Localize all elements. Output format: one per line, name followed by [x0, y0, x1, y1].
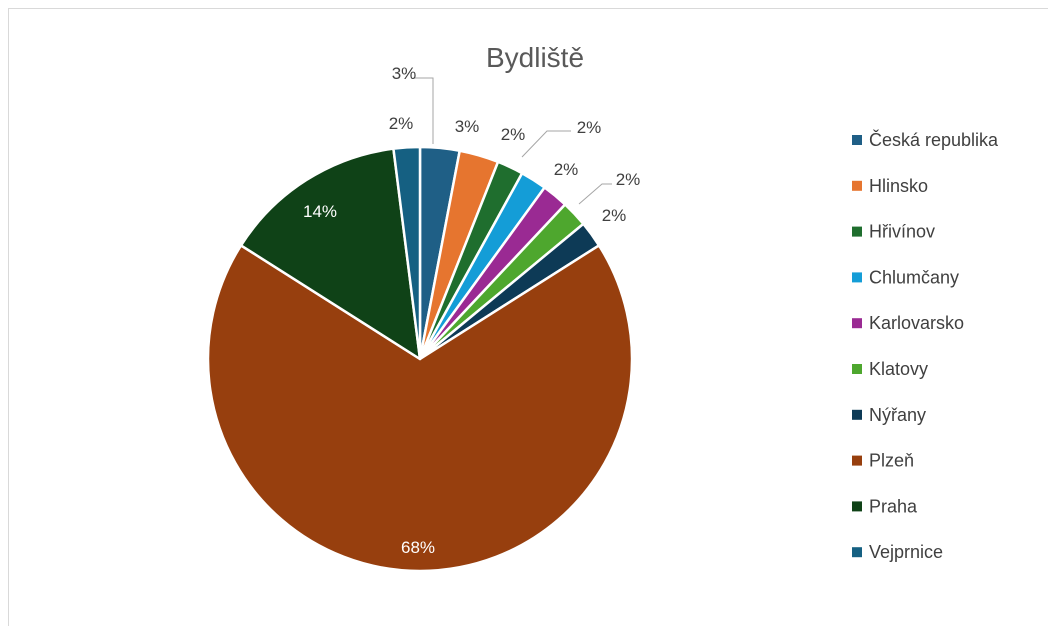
leader-line-klatovy [578, 183, 612, 205]
legend-label-vejprnice: Vejprnice [869, 542, 943, 562]
pie-slice-plzen [206, 244, 634, 573]
data-label-klatovy: 2% [616, 170, 641, 189]
data-label-hrivinov: 2% [501, 125, 526, 144]
legend-label-ceska-republika: Česká republika [869, 129, 999, 150]
pie-slices [206, 145, 634, 573]
legend-swatch-hlinsko [852, 180, 862, 191]
data-label-plzen: 68% [401, 538, 435, 557]
data-label-vejprnice: 2% [389, 114, 414, 133]
legend-swatch-hrivinov [852, 226, 862, 237]
data-label-hlinsko: 3% [455, 117, 480, 136]
legend-label-nyrany: Nýřany [869, 405, 926, 425]
legend-label-plzen: Plzeň [869, 451, 914, 471]
legend-swatch-ceska-republika [852, 135, 862, 145]
legend-label-praha: Praha [869, 496, 918, 516]
pie-slice-vejprnice [392, 145, 422, 361]
data-labels: 3% 3% 2% 2% 2% 2% 2% 68% 14% 2% [303, 64, 640, 557]
legend-swatch-karlovarsko [852, 318, 862, 329]
legend-swatch-nyrany [852, 409, 862, 420]
leader-lines [413, 77, 612, 205]
legend-label-klatovy: Klatovy [869, 359, 928, 379]
legend-swatch-vejprnice [852, 547, 862, 558]
legend-label-hrivinov: Hřivínov [869, 222, 935, 242]
legend: Česká republika Hlinsko Hřivínov Chlumčany K… [852, 129, 999, 562]
legend-swatch-chlumcany [852, 272, 862, 283]
chart-title: Bydliště [486, 42, 584, 73]
legend-label-karlovarsko: Karlovarsko [869, 313, 964, 333]
leader-line-chlumcany [521, 130, 571, 158]
legend-swatch-klatovy [852, 364, 862, 374]
pie-slice-praha [239, 147, 422, 361]
legend-label-hlinsko: Hlinsko [869, 176, 928, 196]
data-label-nyrany: 2% [602, 206, 627, 225]
data-label-chlumcany: 2% [577, 118, 602, 137]
data-label-karlovarsko: 2% [554, 160, 579, 179]
legend-label-chlumcany: Chlumčany [869, 267, 959, 287]
data-label-praha: 14% [303, 202, 337, 221]
data-label-ceska-republika: 3% [392, 64, 417, 83]
leader-line-ceska-republika [413, 77, 434, 144]
legend-swatch-plzen [852, 455, 862, 466]
legend-swatch-praha [852, 501, 862, 512]
